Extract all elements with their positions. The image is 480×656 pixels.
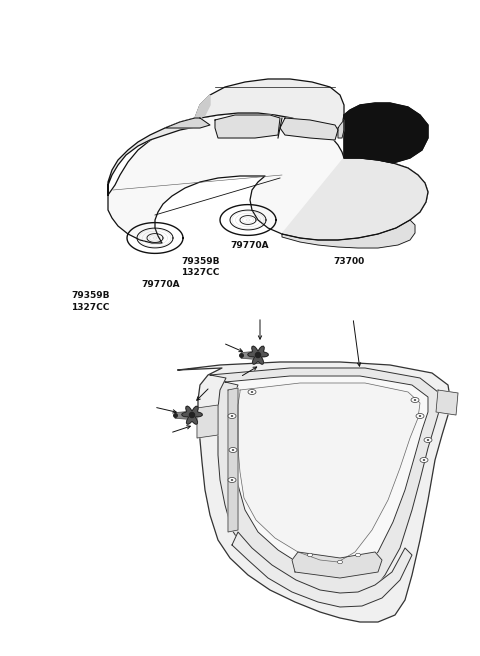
Polygon shape [338,120,344,138]
Polygon shape [197,405,218,438]
Polygon shape [282,158,428,240]
Ellipse shape [228,413,236,419]
Polygon shape [344,103,428,163]
Ellipse shape [419,415,421,417]
Polygon shape [195,79,344,135]
Ellipse shape [231,480,233,481]
Polygon shape [210,368,440,598]
Polygon shape [215,115,280,138]
Polygon shape [182,406,202,424]
Ellipse shape [427,440,429,441]
Ellipse shape [229,447,237,453]
Ellipse shape [424,438,432,443]
Text: 79770A: 79770A [230,241,269,250]
Polygon shape [108,118,200,195]
Polygon shape [225,376,428,575]
Polygon shape [238,383,420,562]
Ellipse shape [228,478,236,483]
Ellipse shape [251,391,253,393]
Polygon shape [248,346,268,364]
Ellipse shape [248,390,256,394]
Polygon shape [292,552,382,578]
Polygon shape [108,113,428,243]
Ellipse shape [411,398,419,403]
Polygon shape [232,532,412,607]
Polygon shape [175,411,188,419]
Text: 79770A: 79770A [142,279,180,289]
Polygon shape [190,413,194,418]
Ellipse shape [308,553,312,557]
Ellipse shape [420,457,428,462]
Ellipse shape [231,415,233,417]
Ellipse shape [423,459,425,461]
Polygon shape [241,352,254,359]
Ellipse shape [414,400,416,401]
Ellipse shape [337,560,343,564]
Polygon shape [178,362,450,622]
Text: 79359B: 79359B [71,291,109,300]
Polygon shape [165,118,210,128]
Ellipse shape [232,449,234,451]
Polygon shape [255,352,261,358]
Polygon shape [280,118,338,140]
Polygon shape [195,95,210,118]
Polygon shape [282,220,415,248]
Text: 73700: 73700 [334,256,365,266]
Polygon shape [228,388,238,532]
Ellipse shape [416,413,424,419]
Polygon shape [436,390,458,415]
Text: 79359B: 79359B [181,256,220,266]
Text: 1327CC: 1327CC [181,268,220,277]
Ellipse shape [356,553,360,557]
Text: 1327CC: 1327CC [71,302,109,312]
